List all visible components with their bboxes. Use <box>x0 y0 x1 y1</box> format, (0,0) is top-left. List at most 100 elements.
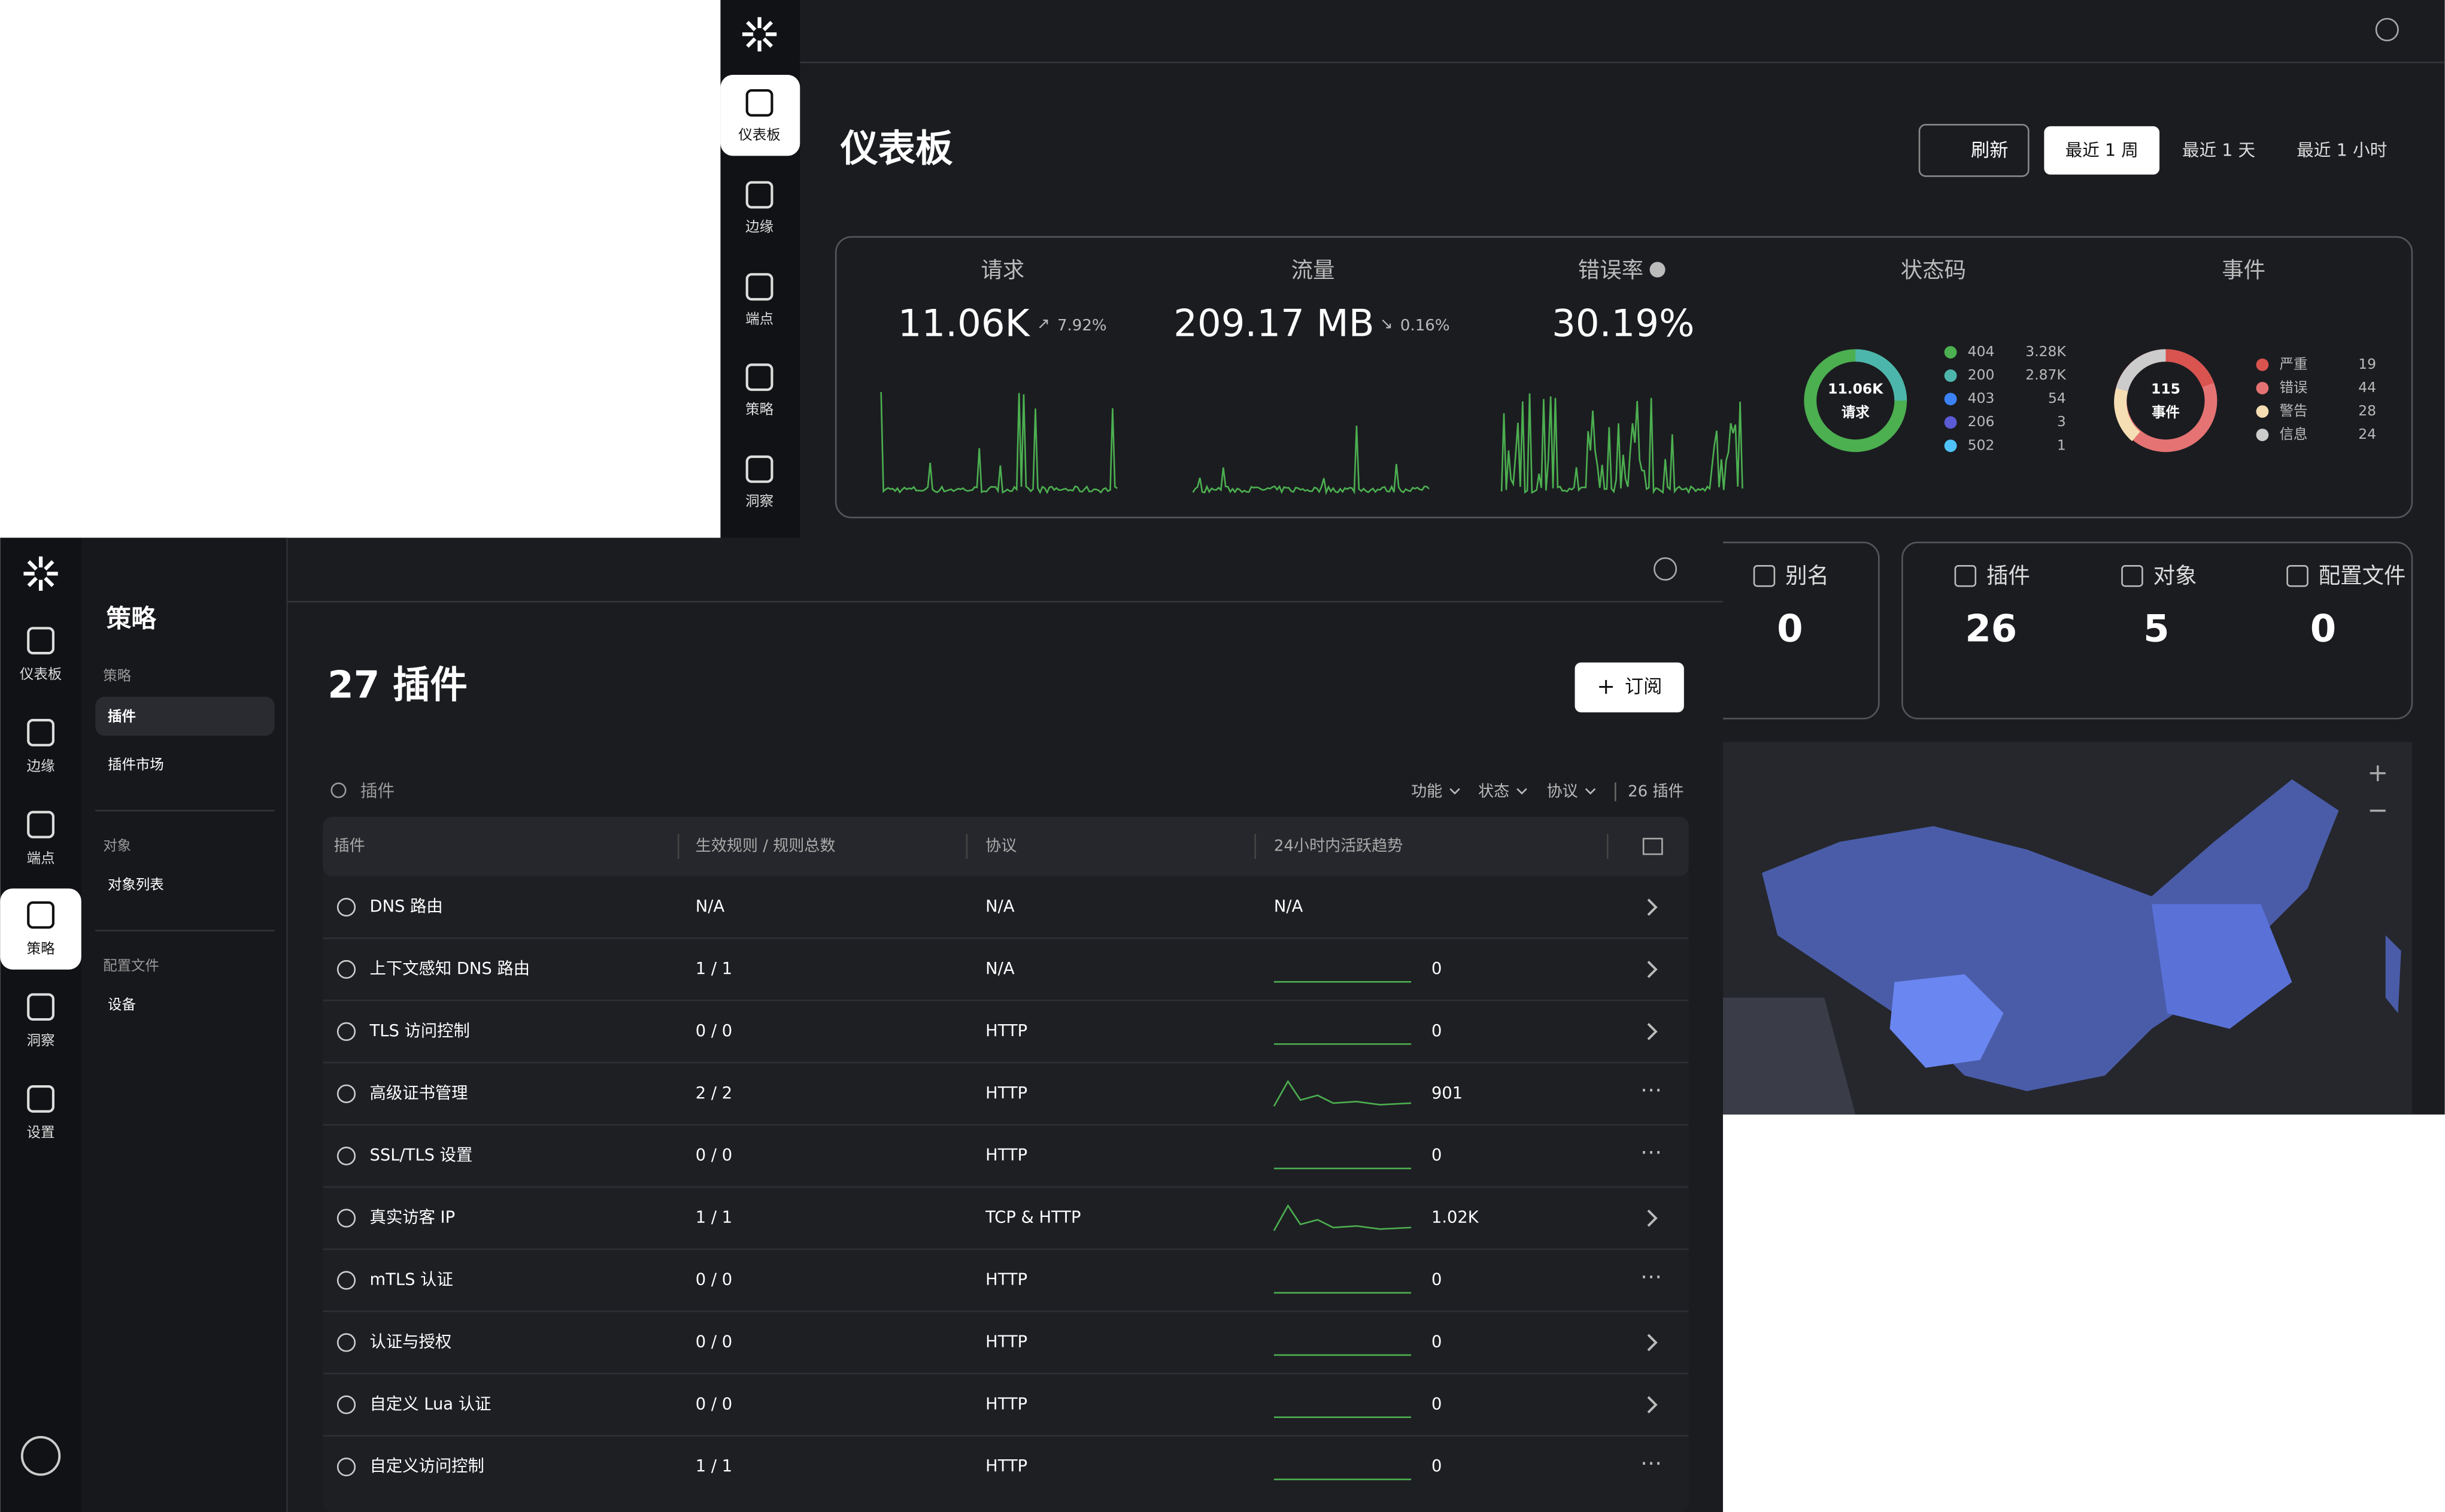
nav-icon <box>27 901 54 929</box>
nav-label: 边缘 <box>27 758 55 775</box>
protocol: HTTP <box>985 1457 1027 1475</box>
event-donut-segment <box>2165 349 2214 388</box>
logo <box>44 576 54 587</box>
legend-dot <box>2256 429 2269 441</box>
chevron-right[interactable] <box>1647 1209 1658 1227</box>
rule-count: 0 / 0 <box>696 1395 732 1413</box>
row-icon <box>336 1395 356 1414</box>
plugin-name: 自定义 Lua 认证 <box>370 1395 492 1413</box>
plugin-name: SSL/TLS 设置 <box>370 1146 473 1165</box>
nav-icon <box>27 627 54 655</box>
plus-icon: + <box>1597 673 1615 699</box>
trend-value: 0 <box>1431 1022 1442 1040</box>
logo <box>27 560 38 571</box>
column-header: 插件 <box>334 837 365 855</box>
more-icon[interactable]: ⋯ <box>1640 1450 1662 1475</box>
legend-dot <box>2256 382 2269 394</box>
filter: 状态 <box>1478 782 1509 800</box>
plugin-name: 上下文感知 DNS 路由 <box>370 960 530 978</box>
card <box>1901 541 2413 719</box>
chevron-right[interactable] <box>1647 1396 1658 1414</box>
table <box>323 816 1689 1512</box>
subscribe-button[interactable] <box>1575 662 1684 713</box>
nav-item: 插件 <box>108 708 136 724</box>
nav-section: 配置文件 <box>103 957 159 974</box>
refresh-button[interactable] <box>1918 124 2030 177</box>
trend-value: 0 <box>1431 960 1442 978</box>
chevron <box>1585 788 1596 795</box>
chevron-right[interactable] <box>1647 961 1658 978</box>
rule-count: 0 / 0 <box>696 1022 732 1040</box>
row-icon <box>336 1271 356 1290</box>
page-title: 27 插件 <box>327 663 468 706</box>
stat-label: 请求 <box>981 257 1024 283</box>
nav-icon <box>745 273 773 301</box>
globe-icon[interactable] <box>2375 17 2399 42</box>
user-icon[interactable] <box>20 1436 61 1476</box>
stat-change: 7.92% <box>1057 317 1107 335</box>
trend-value: 0 <box>1431 1271 1442 1289</box>
legend-label: 错误 <box>2280 379 2308 396</box>
rule-count: N/A <box>696 897 725 916</box>
chevron <box>1449 788 1460 795</box>
row-icon <box>336 1333 356 1352</box>
legend-dot <box>1944 393 1957 406</box>
logo <box>44 560 54 571</box>
legend-label: 502 <box>1968 436 1995 453</box>
trend-value: 0 <box>1431 1146 1442 1165</box>
nav-icon <box>27 993 54 1021</box>
stat-change: 0.16% <box>1400 317 1450 335</box>
legend-count: 44 <box>2358 379 2376 396</box>
stat-value: 209.17 MB <box>1173 301 1374 345</box>
chevron <box>1516 788 1527 795</box>
range-active[interactable] <box>2044 126 2160 175</box>
nav-label: 端点 <box>745 310 773 327</box>
nav-label: 边缘 <box>745 218 773 235</box>
nav-label: 设置 <box>27 1124 55 1141</box>
more-icon[interactable]: ⋯ <box>1640 1077 1662 1103</box>
zoom-in[interactable]: + <box>2367 758 2388 787</box>
nav-icon <box>27 719 54 746</box>
legend-count: 28 <box>2358 402 2376 419</box>
trend-arrow: ↗ <box>1037 315 1050 333</box>
protocol: TCP & HTTP <box>985 1209 1081 1227</box>
nav-label: 仪表板 <box>20 666 62 682</box>
page-title: 仪表板 <box>840 127 953 171</box>
sparkline <box>1273 1204 1412 1231</box>
columns-icon[interactable] <box>1642 837 1663 855</box>
trend-value: 0 <box>1431 1395 1442 1413</box>
map-land <box>1722 779 2401 1115</box>
nav-label: 仪表板 <box>738 126 780 143</box>
legend-count: 19 <box>2358 356 2376 372</box>
nav-heading: 策略 <box>106 603 157 633</box>
plugin-name: 自定义访问控制 <box>370 1457 484 1475</box>
card-label: 配置文件 <box>2319 563 2406 588</box>
donut-value: 115 <box>2151 381 2180 397</box>
rule-count: 0 / 0 <box>696 1332 732 1351</box>
nav-icon <box>745 89 773 117</box>
nav-item: 插件市场 <box>108 756 164 773</box>
globe-icon[interactable] <box>1654 557 1677 581</box>
logo <box>27 576 38 587</box>
active-nav <box>0 888 81 970</box>
card-icon <box>1954 564 1977 587</box>
chevron-right[interactable] <box>1647 1023 1658 1040</box>
stat-label: 错误率 <box>1578 257 1643 283</box>
info-icon <box>1649 262 1666 278</box>
more-icon[interactable]: ⋯ <box>1640 1139 1662 1165</box>
legend-dot <box>1944 369 1957 382</box>
plugin-name: 高级证书管理 <box>370 1084 468 1103</box>
rule-count: 0 / 0 <box>696 1146 732 1165</box>
sparkline <box>1500 393 1743 494</box>
card-value: 0 <box>1777 607 1803 651</box>
legend-dot <box>1944 346 1957 359</box>
legend-label: 警告 <box>2280 402 2308 419</box>
nav-item: 对象列表 <box>108 876 164 893</box>
chevron-right[interactable] <box>1647 898 1658 916</box>
stat-label: 事件 <box>2222 257 2265 283</box>
chevron-right[interactable] <box>1647 1334 1658 1352</box>
result-count: 26 插件 <box>1628 782 1683 800</box>
nav-icon <box>27 810 54 839</box>
zoom-out[interactable]: − <box>2367 796 2388 825</box>
more-icon[interactable]: ⋯ <box>1640 1263 1662 1289</box>
